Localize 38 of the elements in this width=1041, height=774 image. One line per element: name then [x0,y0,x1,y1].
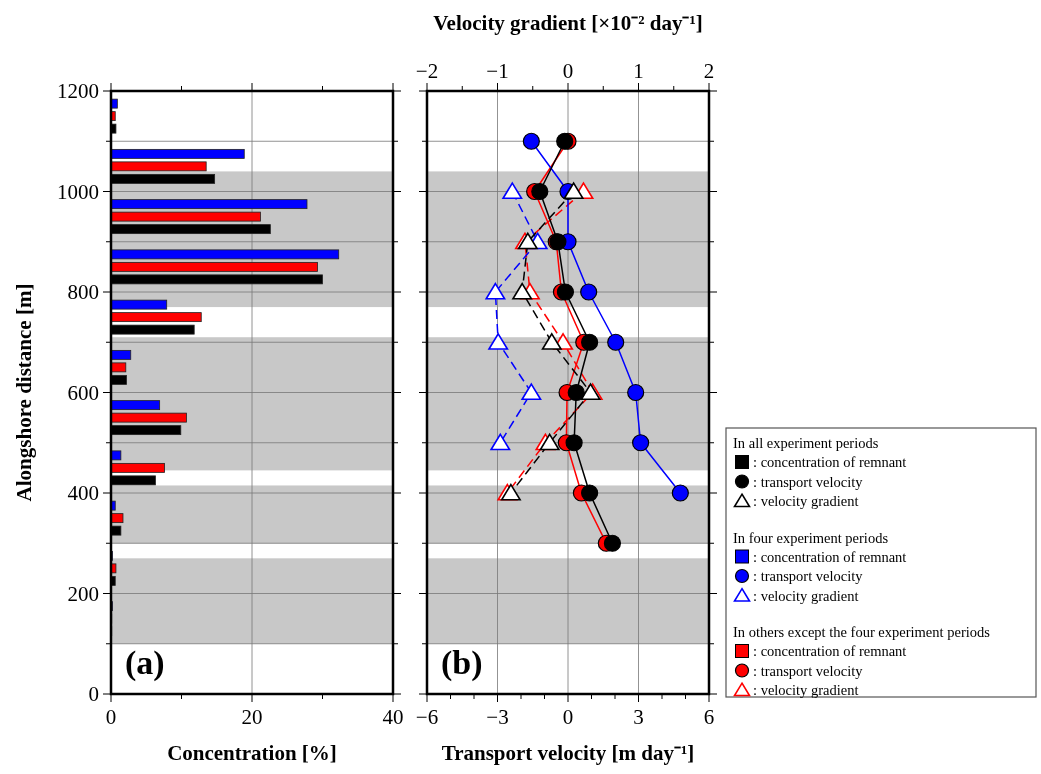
x-tick-label: 0 [105,705,117,729]
legend-label: : transport velocity [753,662,864,679]
y-tick-label: 200 [67,581,99,606]
x-tick-label: 40 [382,705,404,729]
y-tick-label: 0 [88,682,99,706]
text: In others except the four experiment periods [733,624,991,640]
x2-tick-label: 2 [703,59,715,83]
x-tick-label: −6 [415,705,439,729]
x-tick-label: 3 [633,705,644,729]
x2-tick-label: −2 [415,59,439,83]
x-tick-label: 6 [703,705,715,729]
x-tick-label: −3 [486,705,509,729]
text: In four experiment periods [733,529,889,546]
x-tick-label: 0 [562,705,574,729]
y-tick-label: 600 [67,380,99,405]
text: : concentration of remnant [753,548,907,565]
y-tick-label: 400 [67,481,99,505]
x2-tick-label: −1 [486,59,509,83]
legend-label: : transport velocity [753,473,864,490]
text: : concentration of remnant [753,643,907,659]
text: In all experiment periods [733,435,879,451]
legend-label: : transport velocity [753,568,864,584]
y-axis-title: Alongshore distance [m] [12,283,36,502]
x2-tick-label: 1 [633,59,644,83]
y-tick-label: 1000 [57,179,99,204]
y-tick-label: 800 [67,280,99,304]
x-axis-title: Transport velocity [m day⁻¹] [441,741,695,765]
y-tick-label: 1200 [57,79,99,103]
annotation: (b) [441,644,483,682]
legend-label: : velocity gradient [753,587,859,604]
x2-axis-title: Velocity gradient [×10⁻² day⁻¹] [433,11,703,35]
legend-label: : velocity gradient [753,493,859,509]
x-axis-title: Concentration [%] [167,741,337,765]
text: : concentration of remnant [753,454,907,470]
x2-tick-label: 0 [562,59,574,83]
legend-label: : velocity gradient [753,682,859,698]
x-tick-label: 20 [241,705,263,729]
annotation: (a) [125,644,165,682]
